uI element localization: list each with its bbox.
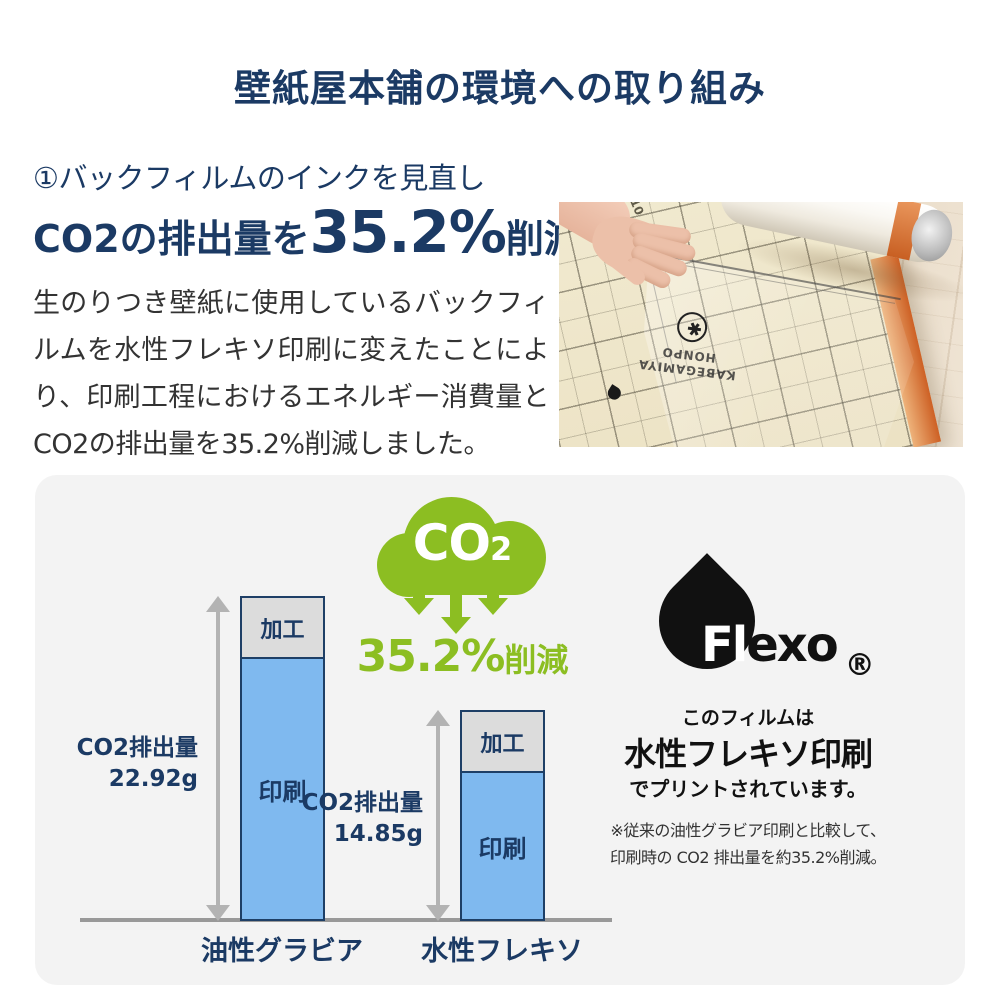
segment-label-printing: 印刷 [478,834,527,863]
co2-cloud-label: CO2 [412,514,512,572]
section-marker: ① [33,161,59,195]
flexo-footnote-line2: 印刷時の CO2 排出量を約35.2%削減。 [610,848,886,867]
value-label-title: CO2排出量 [76,735,198,761]
reduction-value: 35.2% [356,631,506,682]
co2-cloud-icon: CO2 [377,497,547,657]
bar-segment-printing: 印刷 [462,773,543,919]
value-label-amount: 14.85g [333,821,423,847]
category-label-water-flexo: 水性フレキソ [421,936,583,967]
reduction-callout: 35.2%削減 [330,631,595,682]
photo-sheet-drop-logo [605,384,624,403]
flexo-caption-line2: 水性フレキソ印刷 [623,735,873,773]
registered-mark: ® [844,648,875,683]
bar-water-flexo: 加工 印刷 [460,710,545,921]
segment-label-processing: 加工 [480,731,525,757]
bar-segment-printing: 印刷 [242,659,323,919]
measure-arrow-left [206,596,230,921]
page-title: 壁紙屋本舗の環境への取り組み [234,67,766,110]
headline-value: 35.2% [309,198,507,266]
headline-prefix: CO2の排出量を [33,217,310,261]
value-label-water-flexo: CO2排出量 14.85g [240,788,423,850]
headline: CO2の排出量を 35.2% 削減 [33,198,582,266]
photo-hand [559,202,764,337]
segment-label-printing: 印刷 [258,777,307,806]
flexo-logo: Flexo ® [701,617,875,683]
flexo-footnote-line1: ※従来の油性グラビア印刷と比較して、 [610,821,886,840]
infographic-panel: 加工 印刷 加工 印刷 CO2排出量 22.92g CO2排出量 14.85g … [35,475,965,985]
intro-paragraph: 生のりつき壁紙に使用しているバックフィルムを水性フレキソ印刷に変えたことにより、… [33,288,550,460]
section-title: バックフィルムのインクを見直し [58,161,486,195]
reduction-suffix: 削減 [504,641,569,679]
flexo-caption-line1: このフィルムは [681,707,815,729]
chart-baseline [80,918,612,922]
flexo-caption-line3: でプリントされています。 [629,777,867,801]
flexo-logo-white-part: Fl [701,617,748,673]
segment-label-processing: 加工 [260,617,305,643]
bar-segment-processing: 加工 [242,598,323,659]
section-heading: ①バックフィルムのインクを見直し [33,155,485,197]
bar-segment-processing: 加工 [462,712,543,773]
product-photo: 0 10 KABEGAMIYA HONPO [559,202,963,447]
flexo-logo-black-part: exo [746,617,838,673]
value-label-oil-gravure: CO2排出量 22.92g [35,733,198,795]
value-label-title: CO2排出量 [301,790,423,816]
bar-oil-gravure: 加工 印刷 [240,596,325,921]
value-label-amount: 22.92g [108,766,198,792]
measure-arrow-right [426,710,450,921]
category-label-oil-gravure: 油性グラビア [201,936,363,967]
